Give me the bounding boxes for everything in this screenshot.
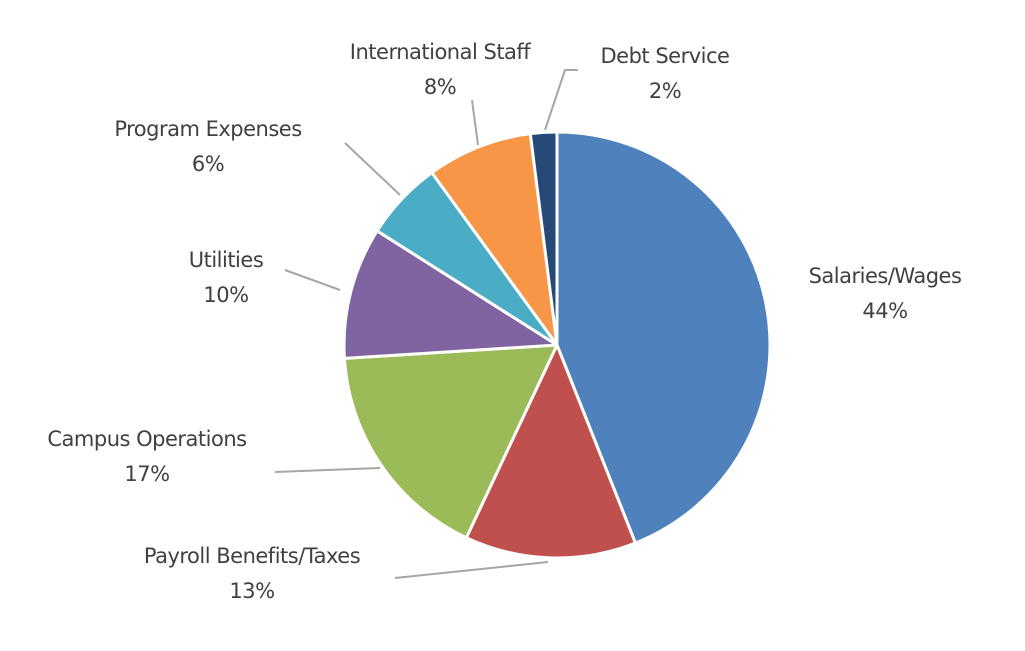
leader-line	[344, 142, 401, 196]
pie-slice	[342, 343, 559, 540]
slice-label: International Staff	[350, 40, 532, 64]
slice-label: Utilities	[189, 248, 264, 272]
slice-label: Payroll Benefits/Taxes	[144, 544, 360, 568]
slice-value-label: 17%	[124, 462, 169, 486]
slice-label: Program Expenses	[114, 117, 301, 141]
slice-value-label: 44%	[862, 299, 907, 323]
pie-slice	[342, 229, 559, 360]
slice-value-label: 13%	[229, 579, 274, 603]
pie-slice	[430, 132, 559, 347]
slice-value-label: 10%	[203, 283, 248, 307]
leader-line	[544, 69, 578, 131]
slice-label: Salaries/Wages	[809, 264, 962, 288]
slice-value-label: 8%	[424, 75, 456, 99]
leader-line	[284, 269, 341, 291]
pie-slice	[464, 343, 637, 560]
slice-value-label: 2%	[649, 79, 681, 103]
pie-slice	[528, 130, 559, 347]
leader-line	[471, 99, 479, 146]
leader-line	[274, 467, 381, 473]
pie-slice	[555, 130, 772, 545]
slice-value-label: 6%	[192, 152, 224, 176]
leader-line	[394, 561, 549, 579]
slice-label: Debt Service	[601, 44, 730, 68]
slice-label: Campus Operations	[47, 427, 246, 451]
